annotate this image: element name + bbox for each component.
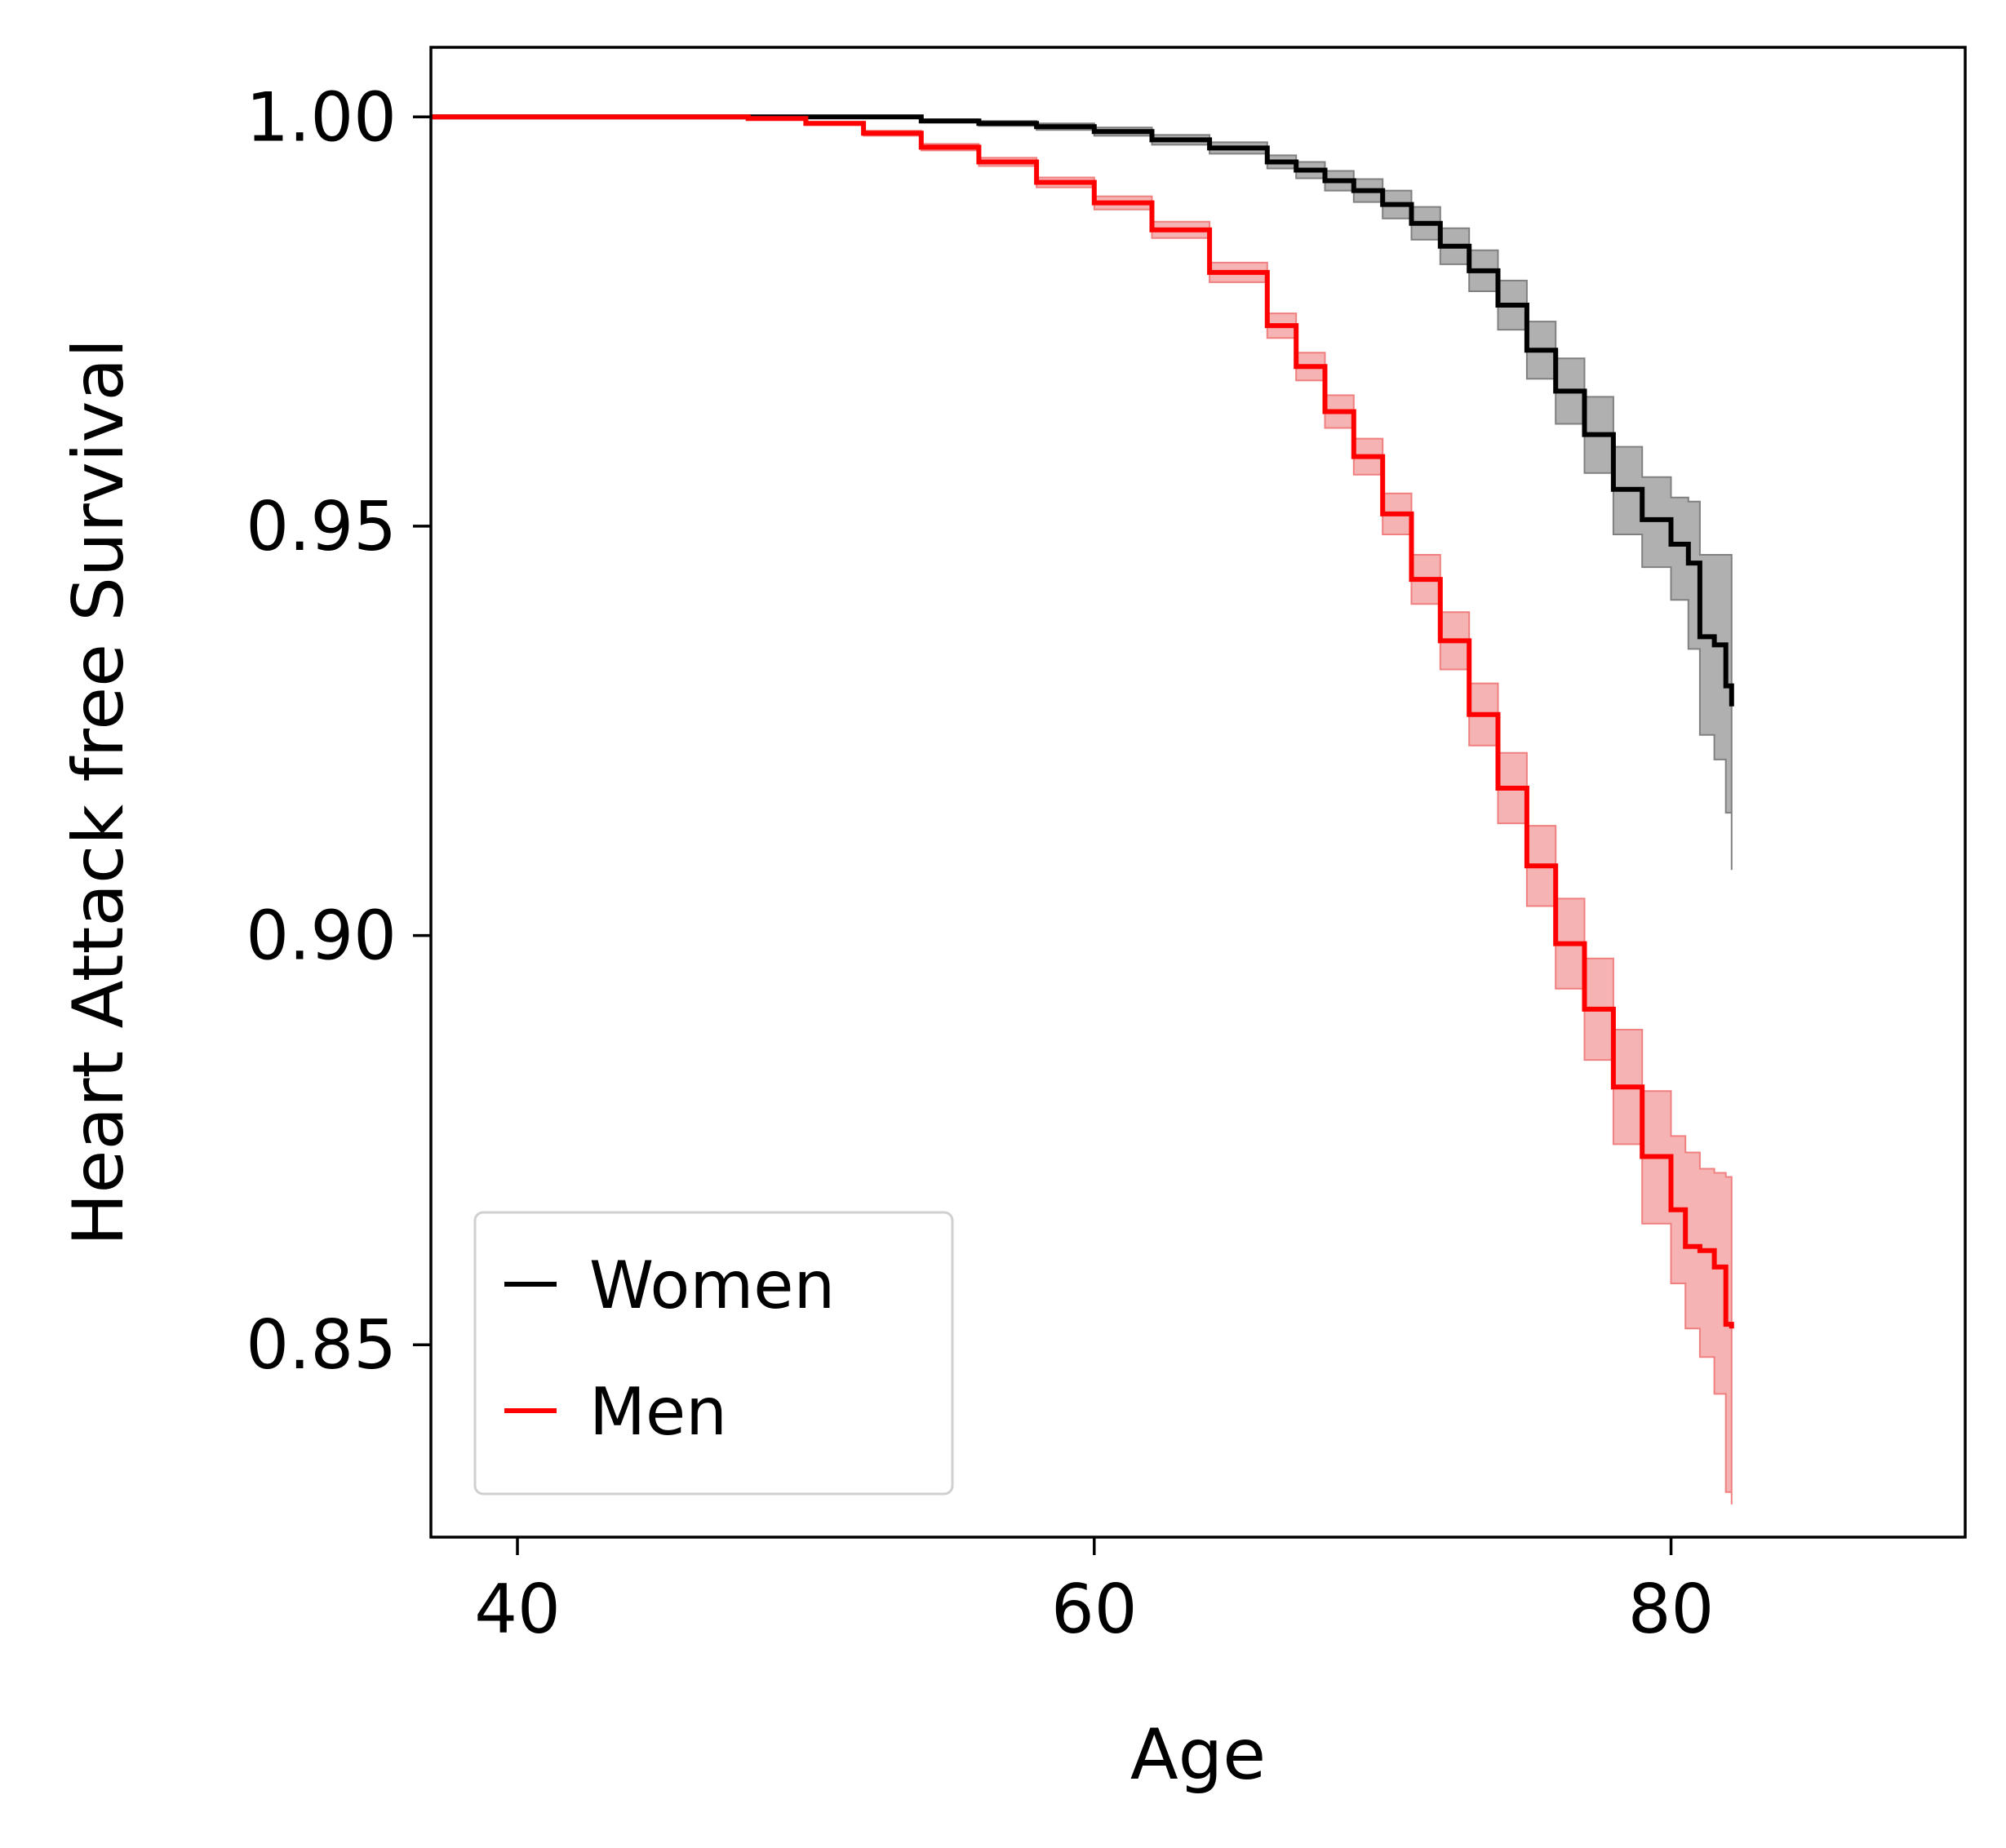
- y-tick-label: 0.90: [246, 897, 397, 976]
- x-axis-title: Age: [1130, 1714, 1266, 1796]
- x-tick-label: 60: [1051, 1570, 1138, 1649]
- men-confidence-band: [431, 116, 1733, 1505]
- legend-box: [473, 1211, 954, 1496]
- legend: Women Men: [473, 1211, 954, 1496]
- x-axis: 40 60 80: [474, 1537, 1714, 1649]
- y-tick-label: 0.95: [246, 487, 397, 566]
- men-survival-line: [431, 114, 1734, 1329]
- legend-label-women: Women: [589, 1248, 835, 1323]
- legend-label-men: Men: [589, 1374, 727, 1450]
- y-tick-label: 1.00: [246, 78, 397, 157]
- y-tick-label: 0.85: [246, 1305, 397, 1385]
- women-confidence-band: [431, 116, 1733, 871]
- survival-lines: [431, 114, 1734, 1329]
- y-axis: 0.85 0.90 0.95 1.00: [246, 78, 431, 1385]
- y-axis-title: Heart Attack free Survival: [58, 339, 140, 1246]
- plot-frame: [429, 46, 1967, 1539]
- x-tick-label: 80: [1628, 1570, 1715, 1649]
- women-survival-line: [431, 114, 1734, 707]
- x-tick-label: 40: [474, 1570, 561, 1649]
